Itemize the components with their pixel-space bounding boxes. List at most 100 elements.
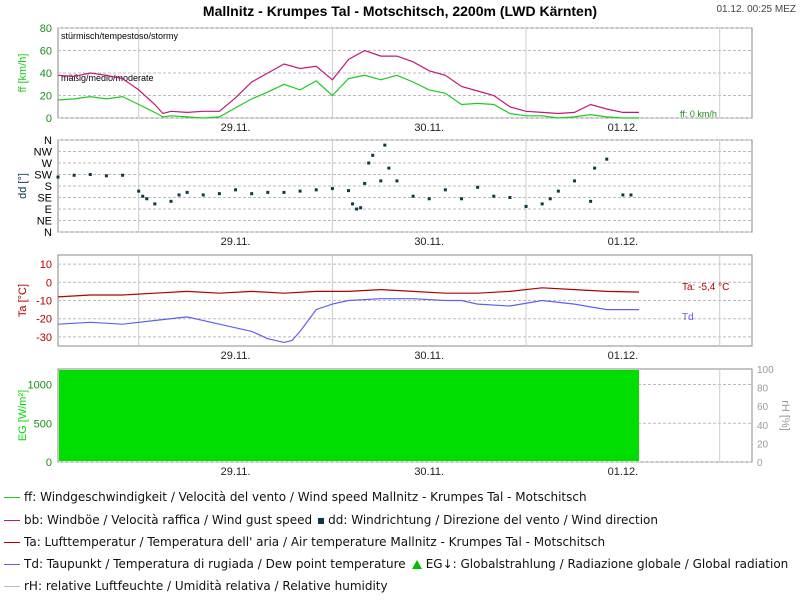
legend-ta-swatch: [4, 542, 20, 543]
direction-point: [593, 166, 597, 170]
x-tick-label: 29.11.: [221, 122, 251, 134]
y-tick-label: N: [44, 227, 52, 239]
direction-point: [169, 199, 173, 203]
y-tick-label: NW: [34, 147, 53, 159]
direction-point: [347, 189, 351, 193]
direction-point: [145, 197, 149, 201]
direction-point: [104, 174, 108, 178]
legend-dd-label: dd: Windrichtung / Direzione del vento /…: [328, 513, 658, 527]
direction-point: [88, 173, 92, 176]
y-tick-label: 1000: [28, 380, 52, 392]
y-axis-label: EG [W/m²]: [17, 390, 29, 441]
y-right-tick-label: 100: [757, 365, 774, 376]
legend-ff: ff: Windgeschwindigkeit / Velocità del v…: [4, 490, 587, 504]
annotation-td: Td: [682, 312, 694, 323]
zone-label-stormy: stürmisch/tempestoso/stormy: [61, 31, 179, 41]
direction-point: [387, 166, 391, 170]
x-tick-label: 01.12.: [608, 236, 639, 248]
y-axis-label: dd [°]: [17, 173, 29, 199]
legend-ta: Ta: Lufttemperatur / Temperatura dell' a…: [4, 535, 605, 549]
direction-point: [621, 193, 625, 197]
legend-rh: rH: relative Luftfeuchte / Umidità relat…: [4, 579, 388, 593]
direction-point: [508, 196, 512, 199]
annotation-ff-current: ff: 0 km/h: [680, 109, 717, 119]
y-right-tick-label: 0: [757, 458, 763, 469]
direction-point: [121, 173, 125, 177]
x-tick-label: 29.11.: [221, 466, 251, 478]
direction-point: [605, 157, 609, 161]
legend-rh-swatch: [4, 586, 20, 587]
chart-title: Mallnitz - Krumpes Tal - Motschitsch, 22…: [203, 3, 597, 19]
legend-bb-swatch: [4, 520, 20, 521]
y-tick-label: W: [42, 158, 53, 170]
legend-ta-label: Ta: Lufttemperatur / Temperatura dell' a…: [24, 535, 606, 549]
legend-bb: bb: Windböe / Velocità raffica / Wind gu…: [4, 513, 658, 527]
direction-point: [363, 181, 367, 185]
direction-point: [476, 185, 480, 189]
series-line-ff: [57, 74, 639, 119]
update-timestamp: 01.12. 00:25 MEZ: [717, 4, 797, 15]
direction-point: [351, 202, 355, 206]
direction-point: [572, 179, 576, 183]
x-tick-label: 01.12.: [608, 350, 639, 362]
radiation-area: [59, 370, 640, 461]
direction-point: [282, 190, 286, 194]
y-tick-label: 0: [46, 113, 52, 125]
y-axis-label: ff [km/h]: [17, 54, 29, 93]
direction-point: [367, 161, 371, 165]
y-tick-label: 10: [40, 259, 52, 271]
direction-point: [395, 179, 399, 183]
x-tick-label: 29.11.: [221, 350, 251, 362]
y-tick-label: -20: [36, 314, 52, 326]
direction-point: [379, 179, 383, 183]
x-tick-label: 29.11.: [221, 236, 251, 248]
y-tick-label: -10: [36, 296, 52, 308]
x-tick-label: 01.12.: [608, 466, 639, 478]
legend-rh-label: rH: relative Luftfeuchte / Umidità relat…: [24, 579, 388, 593]
x-tick-label: 30.11.: [414, 350, 444, 362]
y-tick-label: SE: [37, 193, 52, 205]
y-tick-label: N: [44, 135, 52, 147]
direction-point: [250, 192, 254, 196]
y-tick-label: NE: [37, 216, 52, 228]
y-tick-label: S: [45, 181, 52, 193]
direction-point: [459, 197, 463, 201]
direction-point: [355, 207, 359, 211]
y-tick-label: 60: [40, 46, 52, 58]
y-right-tick-label: 60: [757, 402, 769, 413]
y-tick-label: E: [45, 204, 52, 216]
y-tick-label: -30: [36, 332, 52, 344]
legend-eg-label: EG↓: Globalstrahlung / Radiazione global…: [425, 557, 789, 571]
direction-point: [443, 188, 447, 192]
direction-point: [411, 194, 415, 198]
direction-point: [540, 202, 544, 206]
legend-ff-label: ff: Windgeschwindigkeit / Velocità del v…: [24, 490, 587, 504]
y-tick-label: 0: [46, 457, 52, 469]
y-tick-label: SW: [34, 170, 52, 182]
direction-point: [217, 192, 221, 196]
direction-point: [153, 202, 157, 206]
series-line-bb: [57, 49, 639, 115]
direction-point: [177, 193, 181, 197]
y-tick-label: 80: [40, 23, 52, 35]
y-tick-label: 500: [34, 418, 52, 430]
annotation-ta-current: Ta: -5,4 °C: [682, 282, 729, 293]
y-right-tick-label: 80: [757, 384, 769, 395]
x-tick-label: 30.11.: [414, 236, 444, 248]
y-right-tick-label: 20: [757, 439, 769, 450]
y-axis-label-right: rH [%]: [779, 400, 791, 431]
direction-point: [371, 153, 375, 157]
direction-point: [266, 190, 270, 194]
x-tick-label: 30.11.: [414, 466, 444, 478]
y-right-tick-label: 40: [757, 421, 769, 432]
x-tick-label: 01.12.: [608, 122, 639, 134]
y-tick-label: 20: [40, 91, 52, 103]
legend-ff-swatch: [4, 497, 20, 498]
direction-point: [72, 173, 76, 177]
direction-point: [524, 204, 528, 208]
direction-point: [589, 199, 593, 203]
direction-point: [383, 143, 387, 147]
legend-td-swatch: [4, 564, 20, 565]
series-line-td: [57, 298, 639, 344]
